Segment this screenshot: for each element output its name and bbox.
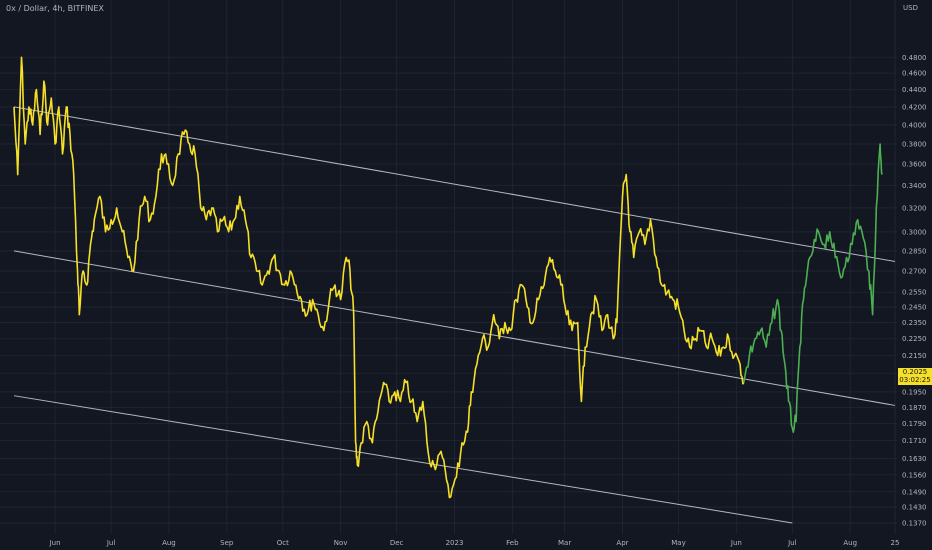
chart-header: 0x / Dollar, 4h, BITFINEX [6,4,104,13]
x-tick-label: Aug [843,539,857,547]
y-tick-label: 0.3600 [902,161,927,169]
channel-line-2 [13,250,896,406]
y-tick-label: 0.3200 [902,204,927,212]
y-tick-label: 0.1630 [902,455,927,463]
y-tick-label: 0.2250 [902,335,927,343]
interval-label: 4h [52,4,63,13]
last-price-value: 0.2025 [902,368,928,376]
x-tick-label: Dec [390,539,404,547]
y-tick-label: 0.4000 [902,121,927,129]
last-price-badge: 0.2025 03:02:25 [898,368,932,385]
x-tick-label: May [671,539,685,547]
y-tick-label: 0.3400 [902,182,927,190]
y-tick-label: 0.1490 [902,488,927,496]
y-tick-label: 0.2850 [902,247,927,255]
y-tick-label: 0.3000 [902,228,927,236]
y-tick-label: 0.2700 [902,267,927,275]
price-line-recent [743,143,883,433]
y-tick-label: 0.1950 [902,388,927,396]
x-tick-label: Jun [49,539,61,547]
x-tick-label: Oct [277,539,289,547]
channel-line-1 [13,106,896,262]
x-tick-label: Apr [616,539,628,547]
price-series [13,56,883,499]
x-tick-label: 25 [891,539,900,547]
channel-lines [13,106,896,524]
y-tick-label: 0.4400 [902,86,927,94]
x-axis: Jun Jul Aug Sep Oct Nov Dec 2023 Feb Mar Apr May Jun… [49,539,900,547]
y-tick-label: 0.1710 [902,437,927,445]
y-tick-label: 0.2350 [902,319,927,327]
y-tick-label: 0.4800 [902,54,927,62]
y-tick-label: 0.2550 [902,289,927,297]
price-line-older [13,56,745,499]
y-tick-label: 0.1430 [902,504,927,512]
x-tick-label: Jul [787,539,797,547]
y-tick-label: 0.1790 [902,420,927,428]
symbol-name: 0x / Dollar [6,4,48,13]
x-tick-label: Mar [558,539,571,547]
y-tick-label: 0.4600 [902,70,927,78]
y-tick-label: 0.1560 [902,471,927,479]
x-tick-label: Sep [220,539,234,547]
y-tick-label: 0.2450 [902,304,927,312]
y-tick-label: 0.3800 [902,141,927,149]
y-axis: 0.4800 0.4600 0.4400 0.4200 0.4000 0.3800 0.36… [902,54,927,528]
y-tick-label: 0.4200 [902,103,927,111]
bar-countdown: 03:02:25 [899,376,931,384]
x-tick-label: 2023 [446,539,464,547]
exchange-label: BITFINEX [67,4,104,13]
x-tick-label: Jun [730,539,742,547]
y-tick-label: 0.2150 [902,352,927,360]
x-tick-label: Feb [506,539,519,547]
currency-label: USD [903,4,918,12]
channel-line-3 [13,395,793,524]
y-tick-label: 0.1870 [902,404,927,412]
x-tick-label: Aug [162,539,176,547]
grid [0,0,897,534]
y-tick-label: 0.1370 [902,519,927,527]
x-tick-label: Nov [334,539,348,547]
x-tick-label: Jul [106,539,116,547]
